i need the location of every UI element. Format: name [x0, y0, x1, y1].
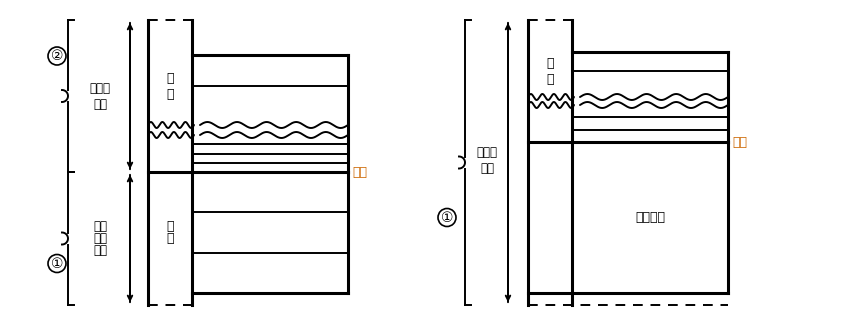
Text: 階: 階 [166, 220, 174, 233]
Text: 地下１階: 地下１階 [635, 211, 665, 224]
Text: ２階: ２階 [93, 232, 107, 245]
Text: 地下: 地下 [93, 220, 107, 233]
Text: ＧＬ: ＧＬ [732, 135, 747, 148]
Text: 階: 階 [166, 71, 174, 84]
Text: 段: 段 [166, 232, 174, 245]
Text: 段: 段 [166, 87, 174, 100]
Text: ①: ① [51, 257, 63, 270]
Text: 以下: 以下 [93, 98, 107, 110]
Text: ４５ｍ: ４５ｍ [89, 82, 111, 94]
Text: ４５ｍ: ４５ｍ [476, 146, 498, 159]
Text: 以下: 以下 [480, 162, 494, 175]
Text: ①: ① [440, 211, 453, 225]
Text: ＧＬ: ＧＬ [352, 165, 367, 179]
Text: 階: 階 [546, 57, 554, 69]
Text: 段: 段 [546, 73, 554, 85]
Text: 以上: 以上 [93, 244, 107, 257]
Text: ②: ② [51, 49, 63, 63]
